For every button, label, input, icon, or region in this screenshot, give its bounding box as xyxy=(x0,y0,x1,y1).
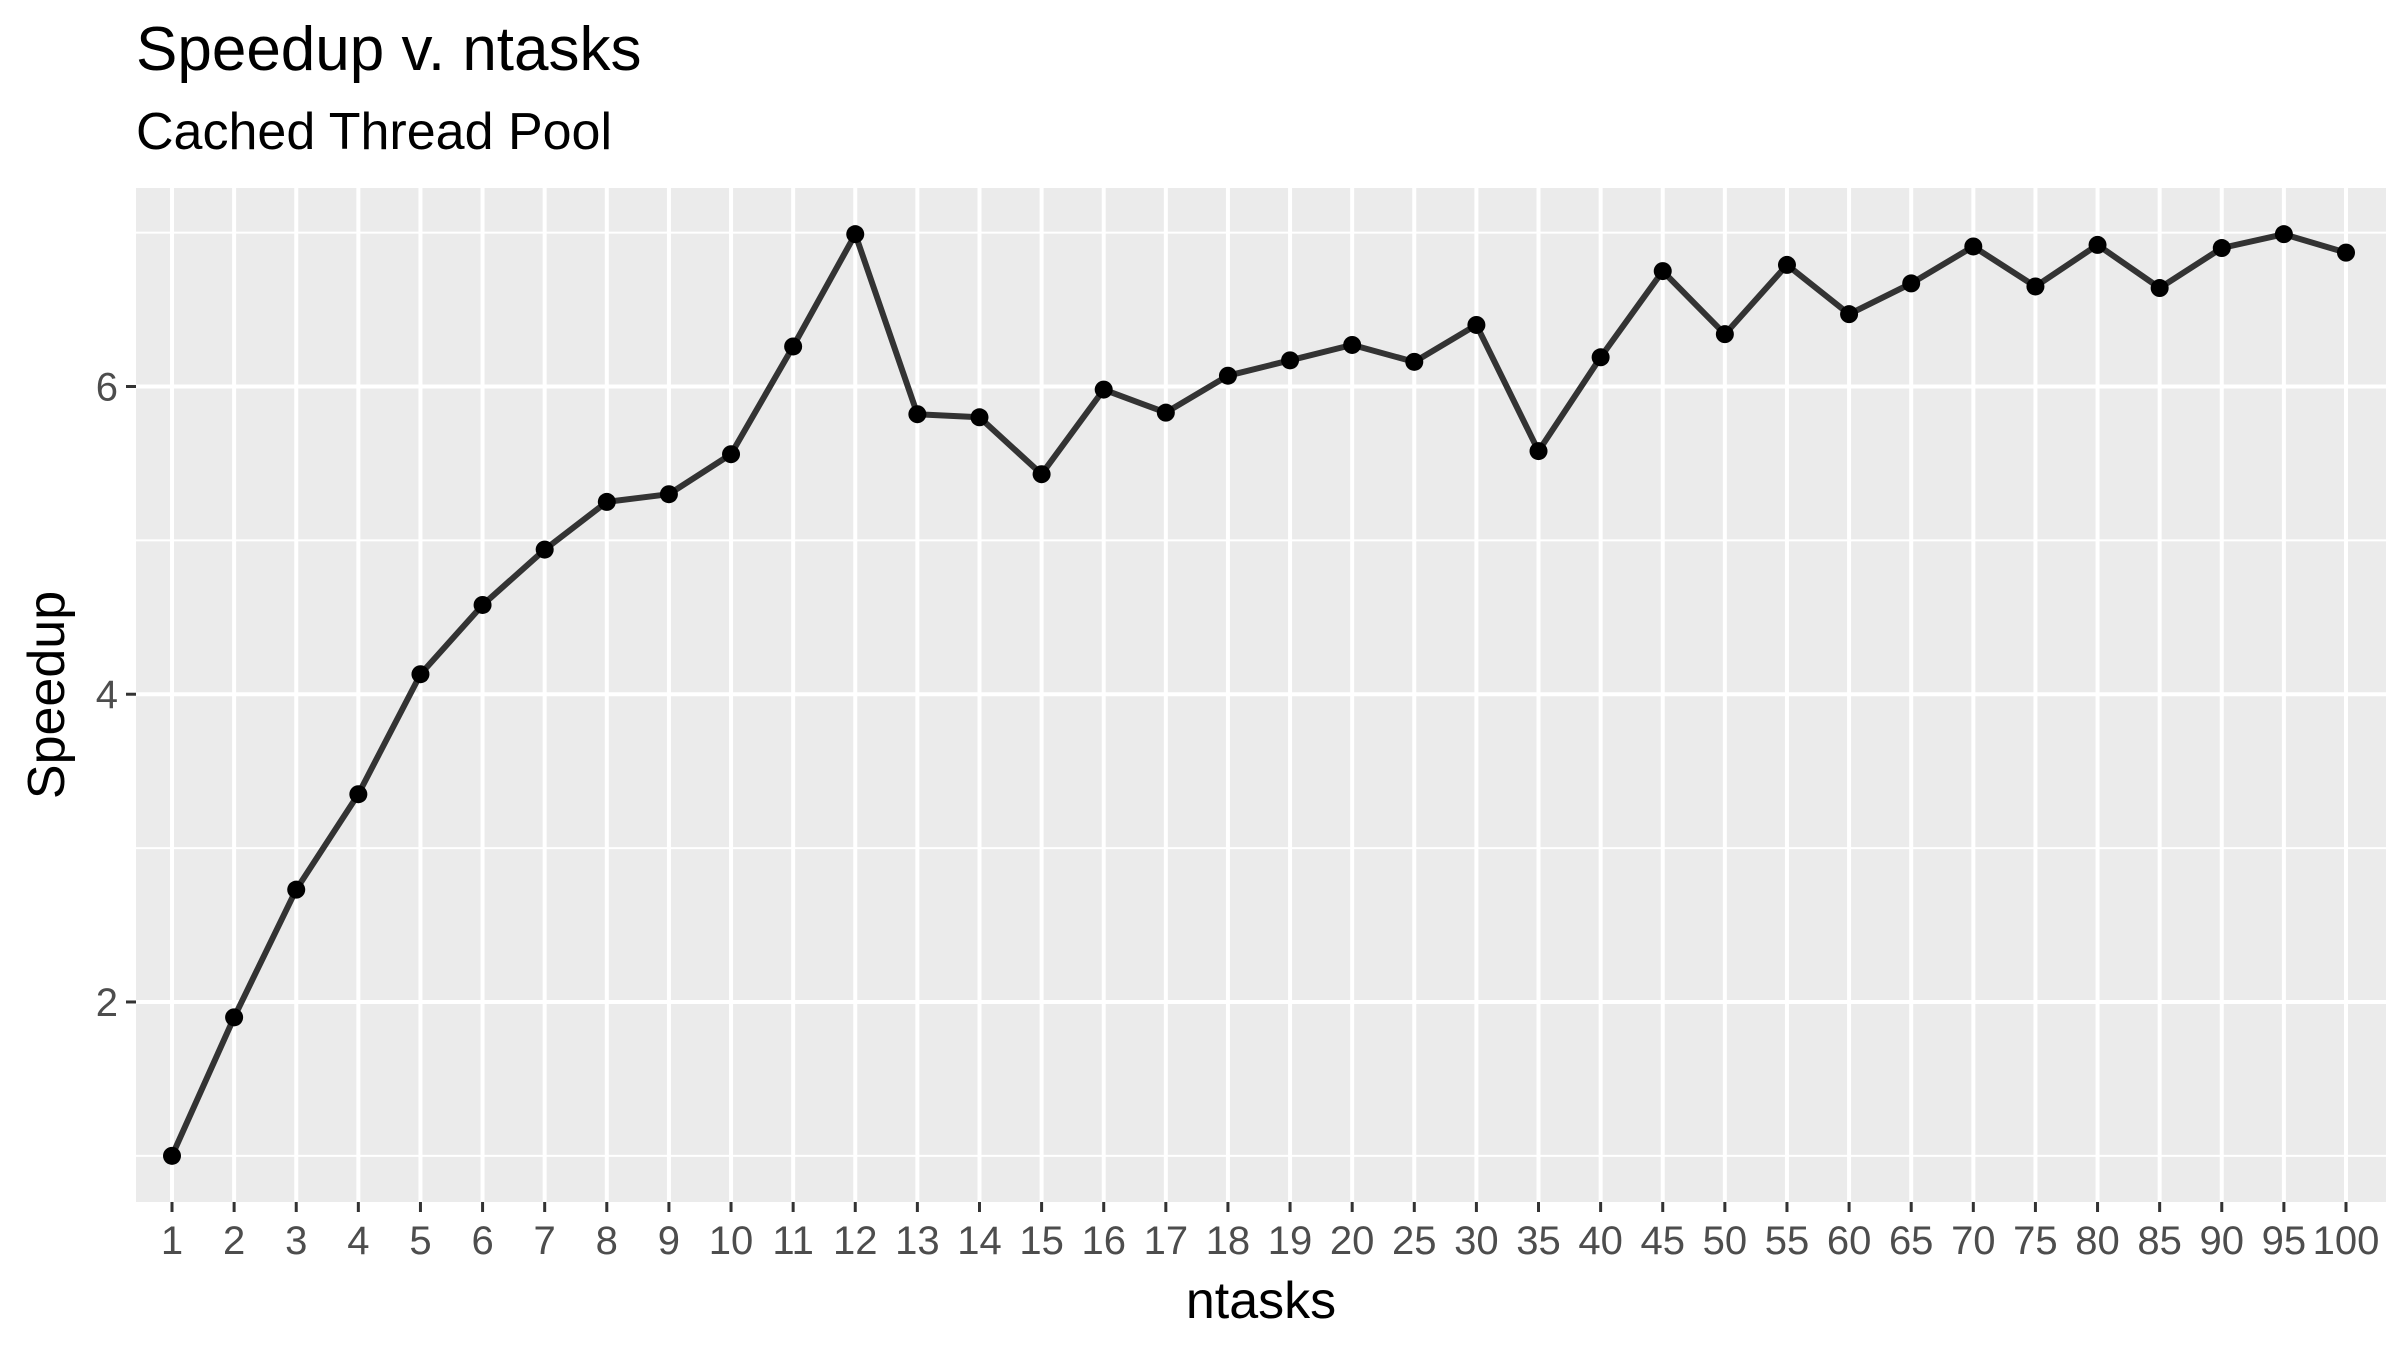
data-point xyxy=(1591,348,1610,367)
data-point xyxy=(908,405,927,424)
data-point xyxy=(2088,235,2107,254)
data-point xyxy=(1777,255,1796,274)
x-tick-label: 9 xyxy=(658,1219,680,1263)
data-point xyxy=(473,595,492,614)
x-tick-label: 55 xyxy=(1765,1219,1810,1263)
x-tick-label: 6 xyxy=(471,1219,493,1263)
x-tick-label: 13 xyxy=(895,1219,940,1263)
x-tick-label: 25 xyxy=(1392,1219,1437,1263)
data-point xyxy=(2150,279,2169,298)
x-tick-label: 65 xyxy=(1889,1219,1934,1263)
data-point xyxy=(1715,325,1734,344)
y-axis-title: Speedup xyxy=(18,591,76,799)
x-tick-label: 18 xyxy=(1206,1219,1251,1263)
data-point xyxy=(287,880,306,899)
x-tick-label: 40 xyxy=(1578,1219,1623,1263)
data-point xyxy=(1964,237,1983,256)
data-point xyxy=(597,492,616,511)
x-tick-label: 16 xyxy=(1081,1219,1126,1263)
data-point xyxy=(1529,442,1548,461)
x-axis-title: ntasks xyxy=(1186,1272,1336,1330)
data-point xyxy=(1218,366,1237,385)
data-point xyxy=(225,1008,244,1027)
x-tick-label: 10 xyxy=(709,1219,754,1263)
data-point xyxy=(1281,351,1300,370)
data-point xyxy=(1094,380,1113,399)
x-tick-label: 35 xyxy=(1516,1219,1561,1263)
data-point xyxy=(535,540,554,559)
data-point xyxy=(1032,465,1051,484)
data-point xyxy=(846,225,865,244)
data-point xyxy=(2274,225,2293,244)
y-tick-label: 2 xyxy=(96,981,118,1025)
series-line xyxy=(169,231,2349,1159)
data-point xyxy=(2212,239,2231,258)
x-tick-label: 12 xyxy=(833,1219,878,1263)
data-point xyxy=(2337,243,2355,262)
x-tick-label: 85 xyxy=(2137,1219,2182,1263)
data-point xyxy=(411,665,430,684)
y-tick-label: 4 xyxy=(96,673,118,717)
x-tick-label: 15 xyxy=(1019,1219,1064,1263)
data-point xyxy=(349,785,368,804)
x-tick-label: 19 xyxy=(1268,1219,1313,1263)
data-point xyxy=(163,1146,181,1165)
chart-subtitle: Cached Thread Pool xyxy=(136,103,613,161)
data-point xyxy=(970,408,989,427)
x-tick-label: 14 xyxy=(957,1219,1002,1263)
x-tick-label: 11 xyxy=(772,1219,814,1263)
x-tick-label: 60 xyxy=(1827,1219,1872,1263)
x-tick-label: 20 xyxy=(1330,1219,1375,1263)
x-tick-label: 100 xyxy=(2313,1219,2380,1263)
data-point xyxy=(1840,305,1859,324)
x-tick-label: 45 xyxy=(1640,1219,1685,1263)
x-tick-label: 95 xyxy=(2262,1219,2307,1263)
x-tick-label: 5 xyxy=(409,1219,431,1263)
x-tick-label: 30 xyxy=(1454,1219,1499,1263)
data-point xyxy=(2026,277,2045,296)
x-tick-label: 75 xyxy=(2013,1219,2058,1263)
chart-title: Speedup v. ntasks xyxy=(136,15,642,84)
x-tick-label: 7 xyxy=(534,1219,556,1263)
x-tick-label: 4 xyxy=(347,1219,369,1263)
data-point xyxy=(784,337,803,356)
minor-gridlines xyxy=(136,231,2386,1157)
x-tick-label: 1 xyxy=(161,1219,183,1263)
data-point xyxy=(1343,335,1362,354)
axis-ticks xyxy=(126,384,2348,1212)
data-point xyxy=(1156,403,1175,422)
data-point xyxy=(1902,274,1921,293)
x-tick-label: 80 xyxy=(2075,1219,2120,1263)
data-point xyxy=(1467,315,1486,334)
x-tick-label: 90 xyxy=(2200,1219,2245,1263)
x-tick-label: 3 xyxy=(285,1219,307,1263)
data-point xyxy=(1405,352,1424,371)
y-tick-label: 6 xyxy=(96,365,118,409)
x-tick-label: 70 xyxy=(1951,1219,1996,1263)
x-tick-label: 8 xyxy=(596,1219,618,1263)
data-point xyxy=(659,485,678,504)
x-tick-label: 2 xyxy=(223,1219,245,1263)
x-tick-label: 17 xyxy=(1144,1219,1189,1263)
data-point xyxy=(722,445,741,464)
major-gridlines xyxy=(136,188,2386,1202)
series-speedup xyxy=(163,225,2355,1165)
x-tick-label: 50 xyxy=(1703,1219,1748,1263)
data-point xyxy=(1653,262,1672,281)
